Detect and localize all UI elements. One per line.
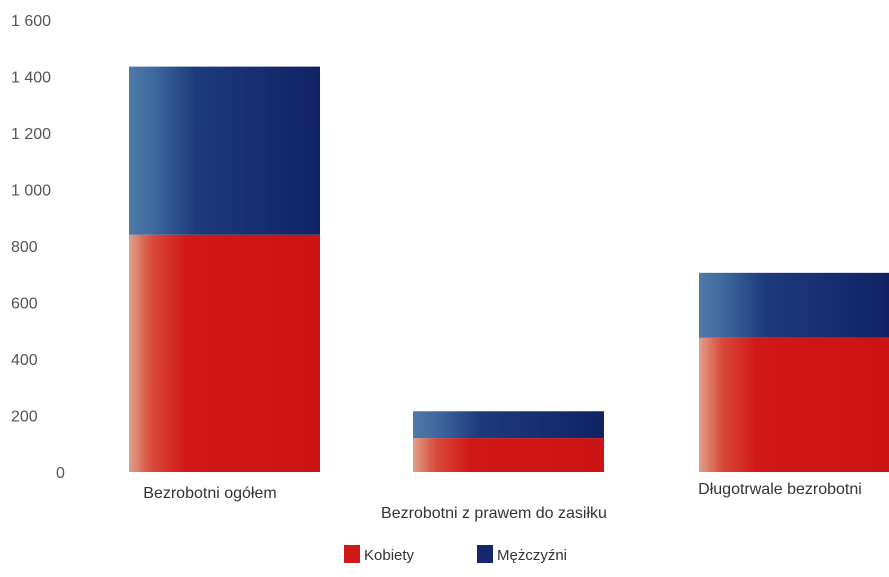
x-axis-category-labels: Bezrobotni ogółem Bezrobotni z prawem do … — [143, 481, 862, 522]
y-tick-label: 400 — [11, 352, 38, 369]
y-tick-label: 800 — [11, 239, 38, 256]
legend-label: Kobiety — [364, 547, 415, 564]
bar-segment-mezczyzni — [129, 66, 320, 235]
y-tick-label: 0 — [56, 465, 65, 482]
y-tick-label: 200 — [11, 409, 38, 426]
legend: Kobiety Mężczyźni — [344, 545, 567, 564]
legend-swatch — [344, 545, 360, 563]
bars-group — [129, 66, 889, 472]
category-label: Bezrobotni z prawem do zasiłku — [381, 505, 607, 522]
y-tick-label: 1 600 — [11, 13, 51, 30]
bar-segment-kobiety — [413, 438, 604, 472]
category-label: Bezrobotni ogółem — [143, 485, 276, 502]
category-label: Długotrwale bezrobotni — [698, 481, 862, 498]
bar-segment-kobiety — [129, 234, 320, 472]
y-tick-label: 600 — [11, 296, 38, 313]
legend-swatch — [477, 545, 493, 563]
y-axis-tick-labels: 0 200 400 600 800 1 000 1 200 1 400 1 600 — [11, 13, 65, 482]
y-tick-label: 1 200 — [11, 126, 51, 143]
y-tick-label: 1 400 — [11, 70, 51, 87]
bar-segment-mezczyzni — [413, 411, 604, 439]
y-tick-label: 1 000 — [11, 183, 51, 200]
bar-segment-kobiety — [699, 337, 889, 472]
legend-label: Mężczyźni — [497, 547, 567, 564]
bar-segment-mezczyzni — [699, 272, 889, 338]
